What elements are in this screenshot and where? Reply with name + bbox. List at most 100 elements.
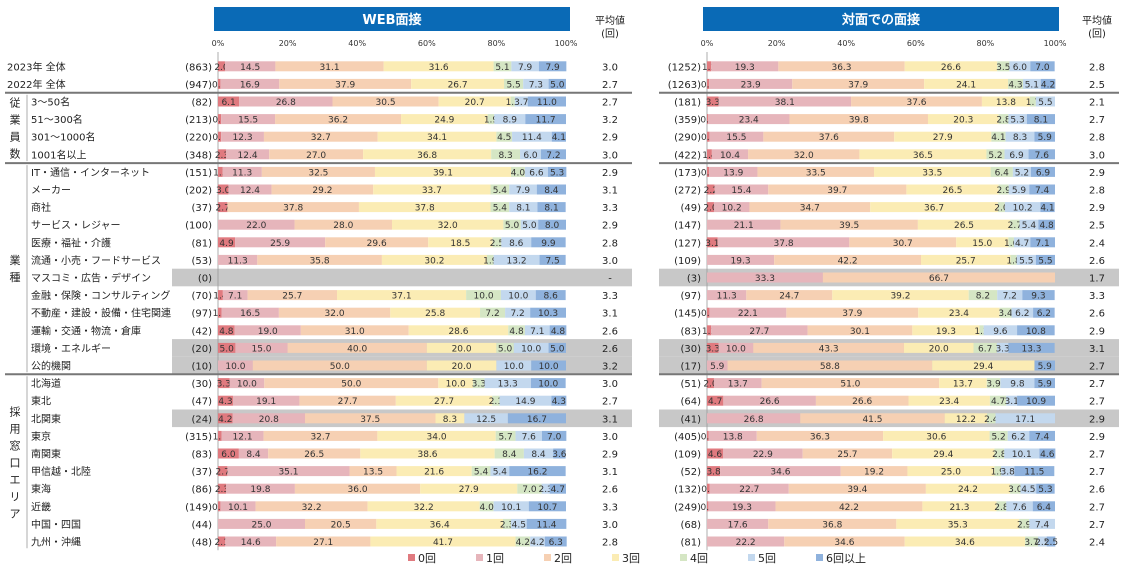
data-label-web: 27.0 — [306, 151, 326, 161]
bar-seg-web-2 — [269, 149, 364, 160]
bar-seg-face-0 — [707, 501, 709, 512]
row-label: 1001名以上 — [31, 148, 86, 161]
data-label-web: 7.2 — [510, 309, 524, 319]
group-label-char: 窓 — [10, 438, 21, 452]
bar-seg-web-5 — [524, 166, 548, 177]
bar-seg-face-4 — [994, 448, 1005, 459]
data-label-web: 2.3 — [215, 485, 229, 495]
row-n-web: (82) — [191, 98, 212, 109]
panel-title: 対面での面接 — [841, 12, 920, 28]
data-label-face: 1.7 — [1026, 98, 1040, 108]
data-label-web: 2.1 — [489, 397, 503, 407]
data-label-face: 58.8 — [820, 362, 840, 372]
data-label-face: 0.4 — [701, 503, 716, 513]
bar-seg-face-2 — [802, 448, 893, 459]
bar-seg-web-1 — [232, 395, 300, 406]
row-label: 2022年 全体 — [7, 78, 66, 91]
bar-seg-face-6 — [1036, 483, 1055, 494]
bar-seg-face-6 — [1022, 290, 1055, 301]
bar-seg-face-0 — [707, 466, 721, 477]
bar-seg-web-5 — [520, 149, 541, 160]
bar-seg-web-6 — [547, 166, 567, 177]
data-label-face: 4.1 — [991, 133, 1005, 143]
bar-seg-face-1 — [707, 290, 747, 301]
row-avg-face: 2.8 — [1089, 186, 1105, 197]
bar-seg-web-5 — [511, 518, 527, 529]
bar-seg-web-2 — [275, 114, 402, 125]
data-label-face: 39.2 — [890, 292, 910, 302]
row-avg-face: 2.7 — [1089, 450, 1105, 461]
group-label-char: 業 — [10, 254, 21, 267]
data-label-web: 10.3 — [538, 309, 558, 319]
data-label-web: 9.9 — [541, 239, 556, 249]
data-label-face: 3.1 — [1005, 397, 1019, 407]
data-label-web: 27.9 — [459, 485, 479, 495]
bar-seg-web-0 — [218, 536, 226, 547]
data-label-web: 24.9 — [434, 116, 454, 126]
data-label-web: 35.8 — [310, 256, 330, 266]
group-label-char: 口 — [10, 456, 21, 469]
data-label-face: 11.5 — [1024, 468, 1044, 478]
bar-seg-face-3 — [932, 360, 1035, 371]
x-tick-label: 20% — [768, 39, 786, 48]
bar-seg-web-2 — [247, 290, 338, 301]
bar-seg-face-0 — [707, 307, 710, 318]
data-label-web: 19.0 — [258, 327, 278, 337]
bar-seg-web-4 — [487, 114, 495, 125]
data-label-web: 5.0 — [550, 80, 565, 90]
row-avg-face: 3.0 — [1089, 150, 1105, 161]
data-label-web: 6.0 — [523, 151, 538, 161]
bar-seg-face-6 — [1017, 325, 1055, 336]
data-label-web: 5.4 — [493, 468, 508, 478]
row-label: 公的機関 — [31, 360, 71, 373]
bar-seg-web-5 — [509, 202, 538, 213]
data-label-face: 1.8 — [1006, 256, 1021, 266]
data-label-web: 2.3 — [538, 485, 552, 495]
bar-seg-web-1 — [235, 342, 288, 353]
bar-seg-web-0 — [218, 342, 236, 353]
bar-seg-face-5 — [1012, 166, 1031, 177]
bar-seg-web-2 — [300, 325, 409, 336]
row-avg-web: 2.9 — [602, 221, 618, 232]
row-n-face: (109) — [674, 450, 701, 461]
bar-seg-web-4 — [510, 96, 515, 107]
bar-seg-face-1 — [714, 184, 769, 195]
data-label-face: 26.5 — [954, 221, 974, 231]
data-label-face: 10.2 — [1013, 204, 1033, 214]
data-label-web: 7.5 — [545, 256, 559, 266]
data-label-web: 4.8 — [219, 327, 234, 337]
row-n-web: (100) — [185, 221, 212, 232]
row-n-web: (42) — [191, 326, 212, 337]
data-label-face: 4.6 — [1040, 450, 1055, 460]
legend-swatch-3 — [612, 554, 619, 561]
row-avg-face: 2.7 — [1089, 115, 1105, 126]
data-label-face: 5.9 — [1038, 133, 1053, 143]
data-label-web: 2.0 — [214, 63, 229, 73]
row-n-web: (37) — [191, 203, 212, 214]
data-label-web: 29.6 — [367, 239, 387, 249]
bar-seg-face-4 — [1010, 254, 1017, 265]
row-avg-web: 3.1 — [602, 414, 618, 425]
bar-seg-face-6 — [1008, 342, 1055, 353]
bar-seg-face-3 — [981, 96, 1030, 107]
bar-seg-face-1 — [711, 149, 749, 160]
bar-seg-face-4 — [991, 131, 1006, 142]
data-label-web: 28.0 — [333, 221, 353, 231]
data-label-face: 1.2 — [702, 63, 716, 73]
bar-seg-web-6 — [536, 184, 566, 195]
bar-seg-web-6 — [551, 131, 566, 142]
data-label-face: 2.5 — [1044, 538, 1058, 548]
data-label-web: 4.2 — [516, 538, 530, 548]
bar-seg-web-2 — [294, 219, 392, 230]
bar-seg-face-2 — [800, 413, 945, 424]
row-avg-web: 3.3 — [602, 291, 618, 302]
data-label-face: 34.6 — [770, 468, 790, 478]
row-n-face: (145) — [674, 309, 701, 320]
data-label-web: 31.1 — [320, 63, 340, 73]
bar-seg-web-1 — [229, 378, 265, 389]
data-label-web: 34.0 — [427, 432, 447, 442]
data-label-face: 34.6 — [955, 538, 975, 548]
data-label-web: 27.7 — [338, 397, 358, 407]
bar-seg-web-6 — [553, 448, 566, 459]
bar-seg-web-0 — [218, 325, 235, 336]
